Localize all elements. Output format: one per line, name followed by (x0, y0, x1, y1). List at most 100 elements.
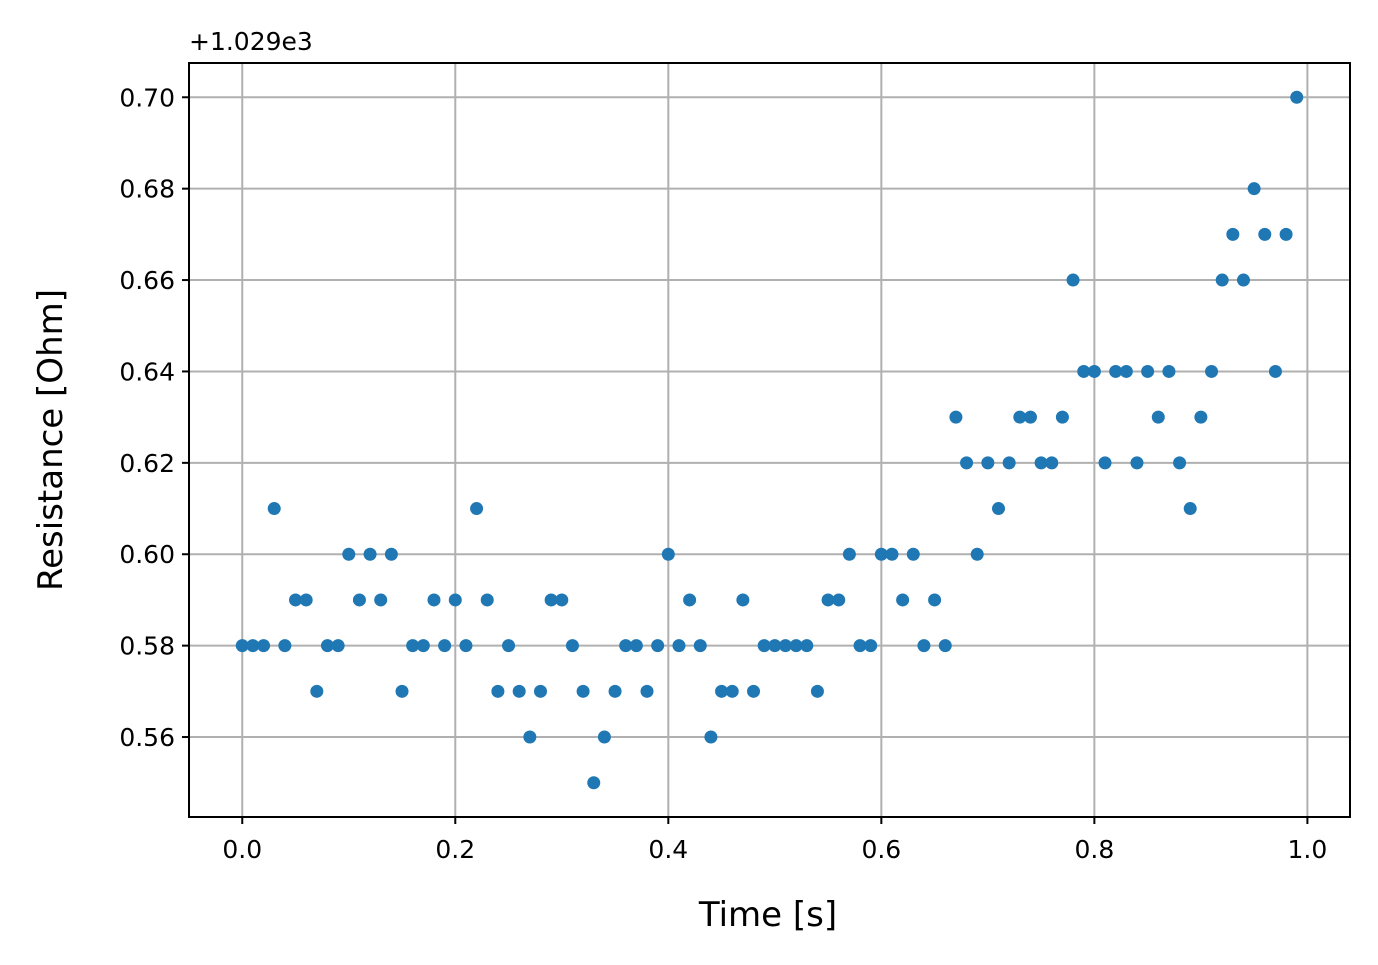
x-tick-label: 0.2 (435, 835, 475, 864)
data-point (1045, 456, 1059, 470)
data-point (725, 684, 739, 698)
plot-frame (188, 62, 1351, 818)
data-point (267, 502, 281, 516)
data-point (587, 776, 601, 790)
data-point (459, 639, 473, 653)
data-point (1002, 456, 1016, 470)
data-point (885, 547, 899, 561)
data-point (1162, 364, 1176, 378)
data-point (800, 639, 814, 653)
data-point (1279, 227, 1293, 241)
data-point (917, 639, 931, 653)
data-point (629, 639, 643, 653)
data-point (235, 639, 249, 653)
data-point (576, 684, 590, 698)
data-point (938, 639, 952, 653)
data-point (289, 593, 303, 607)
data-point (299, 593, 313, 607)
data-point (320, 639, 334, 653)
data-point (1290, 90, 1304, 104)
y-axis-label: Resistance [Ohm] (31, 289, 71, 591)
y-tick-label: 0.56 (119, 723, 175, 752)
data-point (1183, 502, 1197, 516)
data-point (1119, 364, 1133, 378)
data-point (491, 684, 505, 698)
data-point (619, 639, 633, 653)
x-axis-label: Time [s] (698, 895, 837, 935)
data-point (928, 593, 942, 607)
data-point (1109, 364, 1123, 378)
data-point (842, 547, 856, 561)
x-tick-label: 0.8 (1074, 835, 1114, 864)
y-tick-label: 0.58 (119, 632, 175, 661)
data-point (1258, 227, 1272, 241)
data-point (310, 684, 324, 698)
data-point (1205, 364, 1219, 378)
data-point (597, 730, 611, 744)
data-point (736, 593, 750, 607)
data-point (502, 639, 516, 653)
data-point (1141, 364, 1155, 378)
data-point (651, 639, 665, 653)
data-point (640, 684, 654, 698)
x-tick-label: 0.4 (648, 835, 688, 864)
data-point (1098, 456, 1112, 470)
data-point (448, 593, 462, 607)
data-point (395, 684, 409, 698)
data-point (789, 639, 803, 653)
data-point (406, 639, 420, 653)
data-point (970, 547, 984, 561)
data-point (470, 502, 484, 516)
grid-lines (189, 63, 1350, 817)
data-point (715, 684, 729, 698)
data-point (523, 730, 537, 744)
y-tick-label: 0.66 (119, 266, 175, 295)
data-point (981, 456, 995, 470)
data-point (693, 639, 707, 653)
data-point (832, 593, 846, 607)
data-point (1226, 227, 1240, 241)
data-point (768, 639, 782, 653)
data-point (853, 639, 867, 653)
data-point (1034, 456, 1048, 470)
data-point (906, 547, 920, 561)
data-point (374, 593, 388, 607)
data-point (512, 684, 526, 698)
data-point (1130, 456, 1144, 470)
data-point (683, 593, 697, 607)
data-point (246, 639, 260, 653)
x-tick-label: 0.0 (222, 835, 262, 864)
data-point (555, 593, 569, 607)
y-tick-label: 0.62 (119, 449, 175, 478)
data-point (821, 593, 835, 607)
data-point (864, 639, 878, 653)
data-point (1194, 410, 1208, 424)
data-point (1055, 410, 1069, 424)
data-point (363, 547, 377, 561)
data-point (480, 593, 494, 607)
data-point (342, 547, 356, 561)
data-point (565, 639, 579, 653)
data-point (747, 684, 761, 698)
data-point (949, 410, 963, 424)
y-tick-label: 0.64 (119, 357, 175, 386)
data-point (874, 547, 888, 561)
data-point (1013, 410, 1027, 424)
data-points (235, 90, 1304, 790)
data-point (757, 639, 771, 653)
data-point (331, 639, 345, 653)
data-point (438, 639, 452, 653)
y-tick-label: 0.70 (119, 83, 175, 112)
data-point (1236, 273, 1250, 287)
data-point (778, 639, 792, 653)
data-point (1087, 364, 1101, 378)
x-tick-label: 0.6 (861, 835, 901, 864)
data-point (704, 730, 718, 744)
data-point (416, 639, 430, 653)
data-point (1268, 364, 1282, 378)
y-offset-label: +1.029e3 (189, 27, 313, 56)
y-tick-label: 0.60 (119, 540, 175, 569)
x-tick-label: 1.0 (1288, 835, 1328, 864)
